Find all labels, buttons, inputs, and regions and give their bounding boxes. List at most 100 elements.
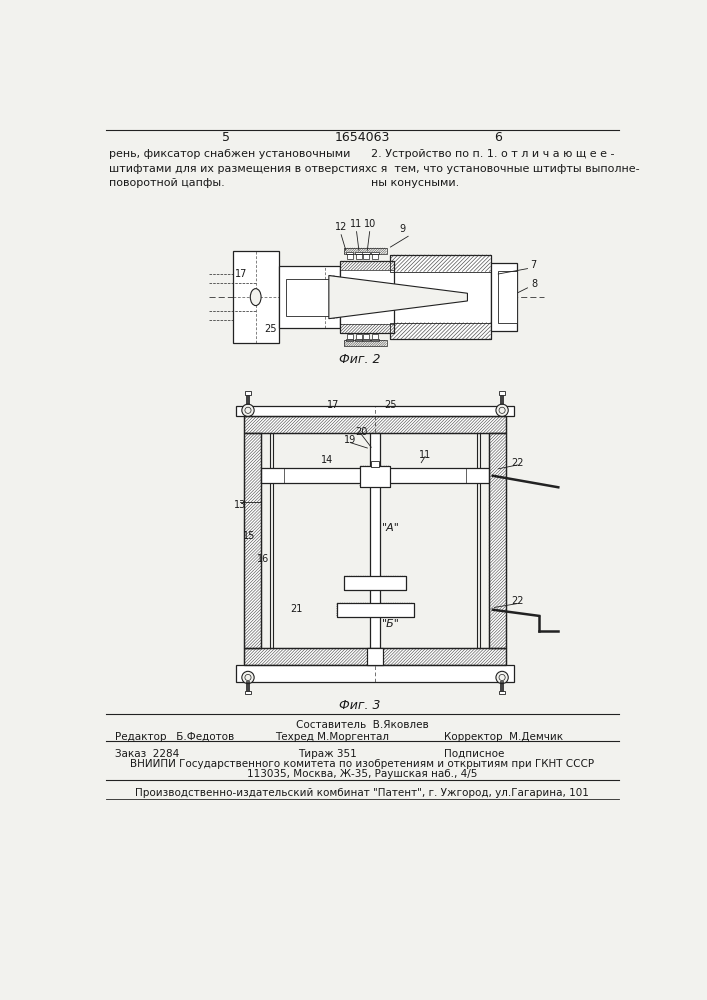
- Bar: [355, 252, 363, 254]
- Bar: [261, 468, 284, 483]
- Text: 17: 17: [327, 400, 339, 410]
- Text: Тираж 351: Тираж 351: [298, 749, 357, 759]
- Bar: [244, 648, 506, 665]
- Bar: [466, 468, 489, 483]
- Bar: [390, 255, 491, 272]
- Text: 1654063: 1654063: [334, 131, 390, 144]
- Bar: [346, 339, 354, 341]
- Text: 2. Устройство по п. 1. о т л и ч а ю щ е е -
с я  тем, что установочные штифты в: 2. Устройство по п. 1. о т л и ч а ю щ е…: [371, 149, 640, 188]
- Text: 12: 12: [335, 222, 347, 232]
- Bar: [344, 576, 406, 590]
- Bar: [371, 461, 379, 466]
- Bar: [362, 339, 370, 341]
- Bar: [371, 339, 379, 341]
- Bar: [371, 252, 379, 254]
- Text: Фиг. 2: Фиг. 2: [339, 353, 380, 366]
- Text: 7: 7: [530, 260, 536, 270]
- Text: 17: 17: [235, 269, 247, 279]
- Bar: [244, 433, 261, 648]
- Bar: [244, 416, 506, 433]
- Circle shape: [496, 671, 508, 684]
- Text: 25: 25: [264, 324, 276, 334]
- Bar: [360, 466, 390, 487]
- Text: Редактор   Б.Федотов: Редактор Б.Федотов: [115, 732, 234, 742]
- Bar: [370, 433, 380, 648]
- Circle shape: [242, 404, 254, 416]
- Bar: [261, 468, 489, 483]
- Text: 13: 13: [234, 500, 247, 510]
- Text: 22: 22: [511, 458, 524, 468]
- Bar: [340, 324, 395, 333]
- Bar: [244, 648, 506, 665]
- Text: Техред М.Моргентал: Техред М.Моргентал: [275, 732, 389, 742]
- Bar: [337, 603, 414, 617]
- Bar: [244, 648, 506, 665]
- Circle shape: [496, 404, 508, 416]
- Bar: [344, 340, 387, 346]
- Text: Корректор  М.Демчик: Корректор М.Демчик: [444, 732, 563, 742]
- Bar: [498, 271, 518, 323]
- Bar: [390, 255, 491, 272]
- Bar: [236, 406, 514, 416]
- Bar: [344, 248, 387, 254]
- Text: Производственно-издательский комбинат "Патент", г. Ужгород, ул.Гагарина, 101: Производственно-издательский комбинат "П…: [135, 788, 589, 798]
- Bar: [360, 466, 390, 487]
- Bar: [337, 603, 414, 617]
- Bar: [337, 603, 414, 617]
- Bar: [245, 691, 251, 694]
- Text: 5: 5: [223, 131, 230, 144]
- Bar: [491, 263, 518, 331]
- Text: 22: 22: [511, 596, 524, 606]
- Bar: [340, 261, 395, 270]
- Bar: [363, 254, 369, 259]
- Bar: [356, 334, 362, 339]
- Bar: [233, 251, 279, 343]
- Text: 10: 10: [363, 219, 376, 229]
- Bar: [244, 433, 261, 648]
- Text: Подписное: Подписное: [444, 749, 505, 759]
- Text: 14: 14: [321, 455, 334, 465]
- Bar: [489, 433, 506, 648]
- Bar: [346, 334, 353, 339]
- Text: 25: 25: [384, 400, 397, 410]
- Bar: [390, 323, 491, 339]
- Text: "А": "А": [382, 523, 399, 533]
- Bar: [372, 334, 378, 339]
- Bar: [344, 576, 406, 590]
- Text: 16: 16: [257, 554, 269, 564]
- Bar: [245, 391, 251, 395]
- Circle shape: [242, 671, 254, 684]
- Text: 20: 20: [355, 427, 368, 437]
- Bar: [390, 255, 491, 339]
- Bar: [340, 261, 395, 333]
- Bar: [340, 261, 395, 270]
- Bar: [244, 433, 261, 648]
- Bar: [344, 248, 387, 254]
- Bar: [236, 665, 514, 682]
- Bar: [340, 324, 395, 333]
- Text: 9: 9: [399, 224, 405, 234]
- Text: Заказ  2284: Заказ 2284: [115, 749, 179, 759]
- Text: 19: 19: [344, 435, 356, 445]
- Polygon shape: [329, 276, 467, 319]
- Text: ВНИИПИ Государственного комитета по изобретениям и открытиям при ГКНТ СССР: ВНИИПИ Государственного комитета по изоб…: [130, 759, 594, 769]
- Text: Фиг. 3: Фиг. 3: [339, 699, 380, 712]
- Bar: [244, 416, 506, 433]
- Bar: [466, 468, 489, 483]
- Text: 21: 21: [291, 604, 303, 614]
- Bar: [499, 691, 506, 694]
- Bar: [346, 254, 353, 259]
- Bar: [360, 466, 390, 487]
- Bar: [286, 279, 333, 316]
- Bar: [489, 433, 506, 648]
- Bar: [261, 468, 284, 483]
- Text: 113035, Москва, Ж-35, Раушская наб., 4/5: 113035, Москва, Ж-35, Раушская наб., 4/5: [247, 769, 477, 779]
- Text: Составитель  В.Яковлев: Составитель В.Яковлев: [296, 720, 428, 730]
- Bar: [363, 334, 369, 339]
- Bar: [368, 648, 382, 665]
- Bar: [362, 252, 370, 254]
- Circle shape: [245, 674, 251, 681]
- Bar: [372, 254, 378, 259]
- Text: 11: 11: [351, 219, 363, 229]
- Ellipse shape: [250, 289, 261, 306]
